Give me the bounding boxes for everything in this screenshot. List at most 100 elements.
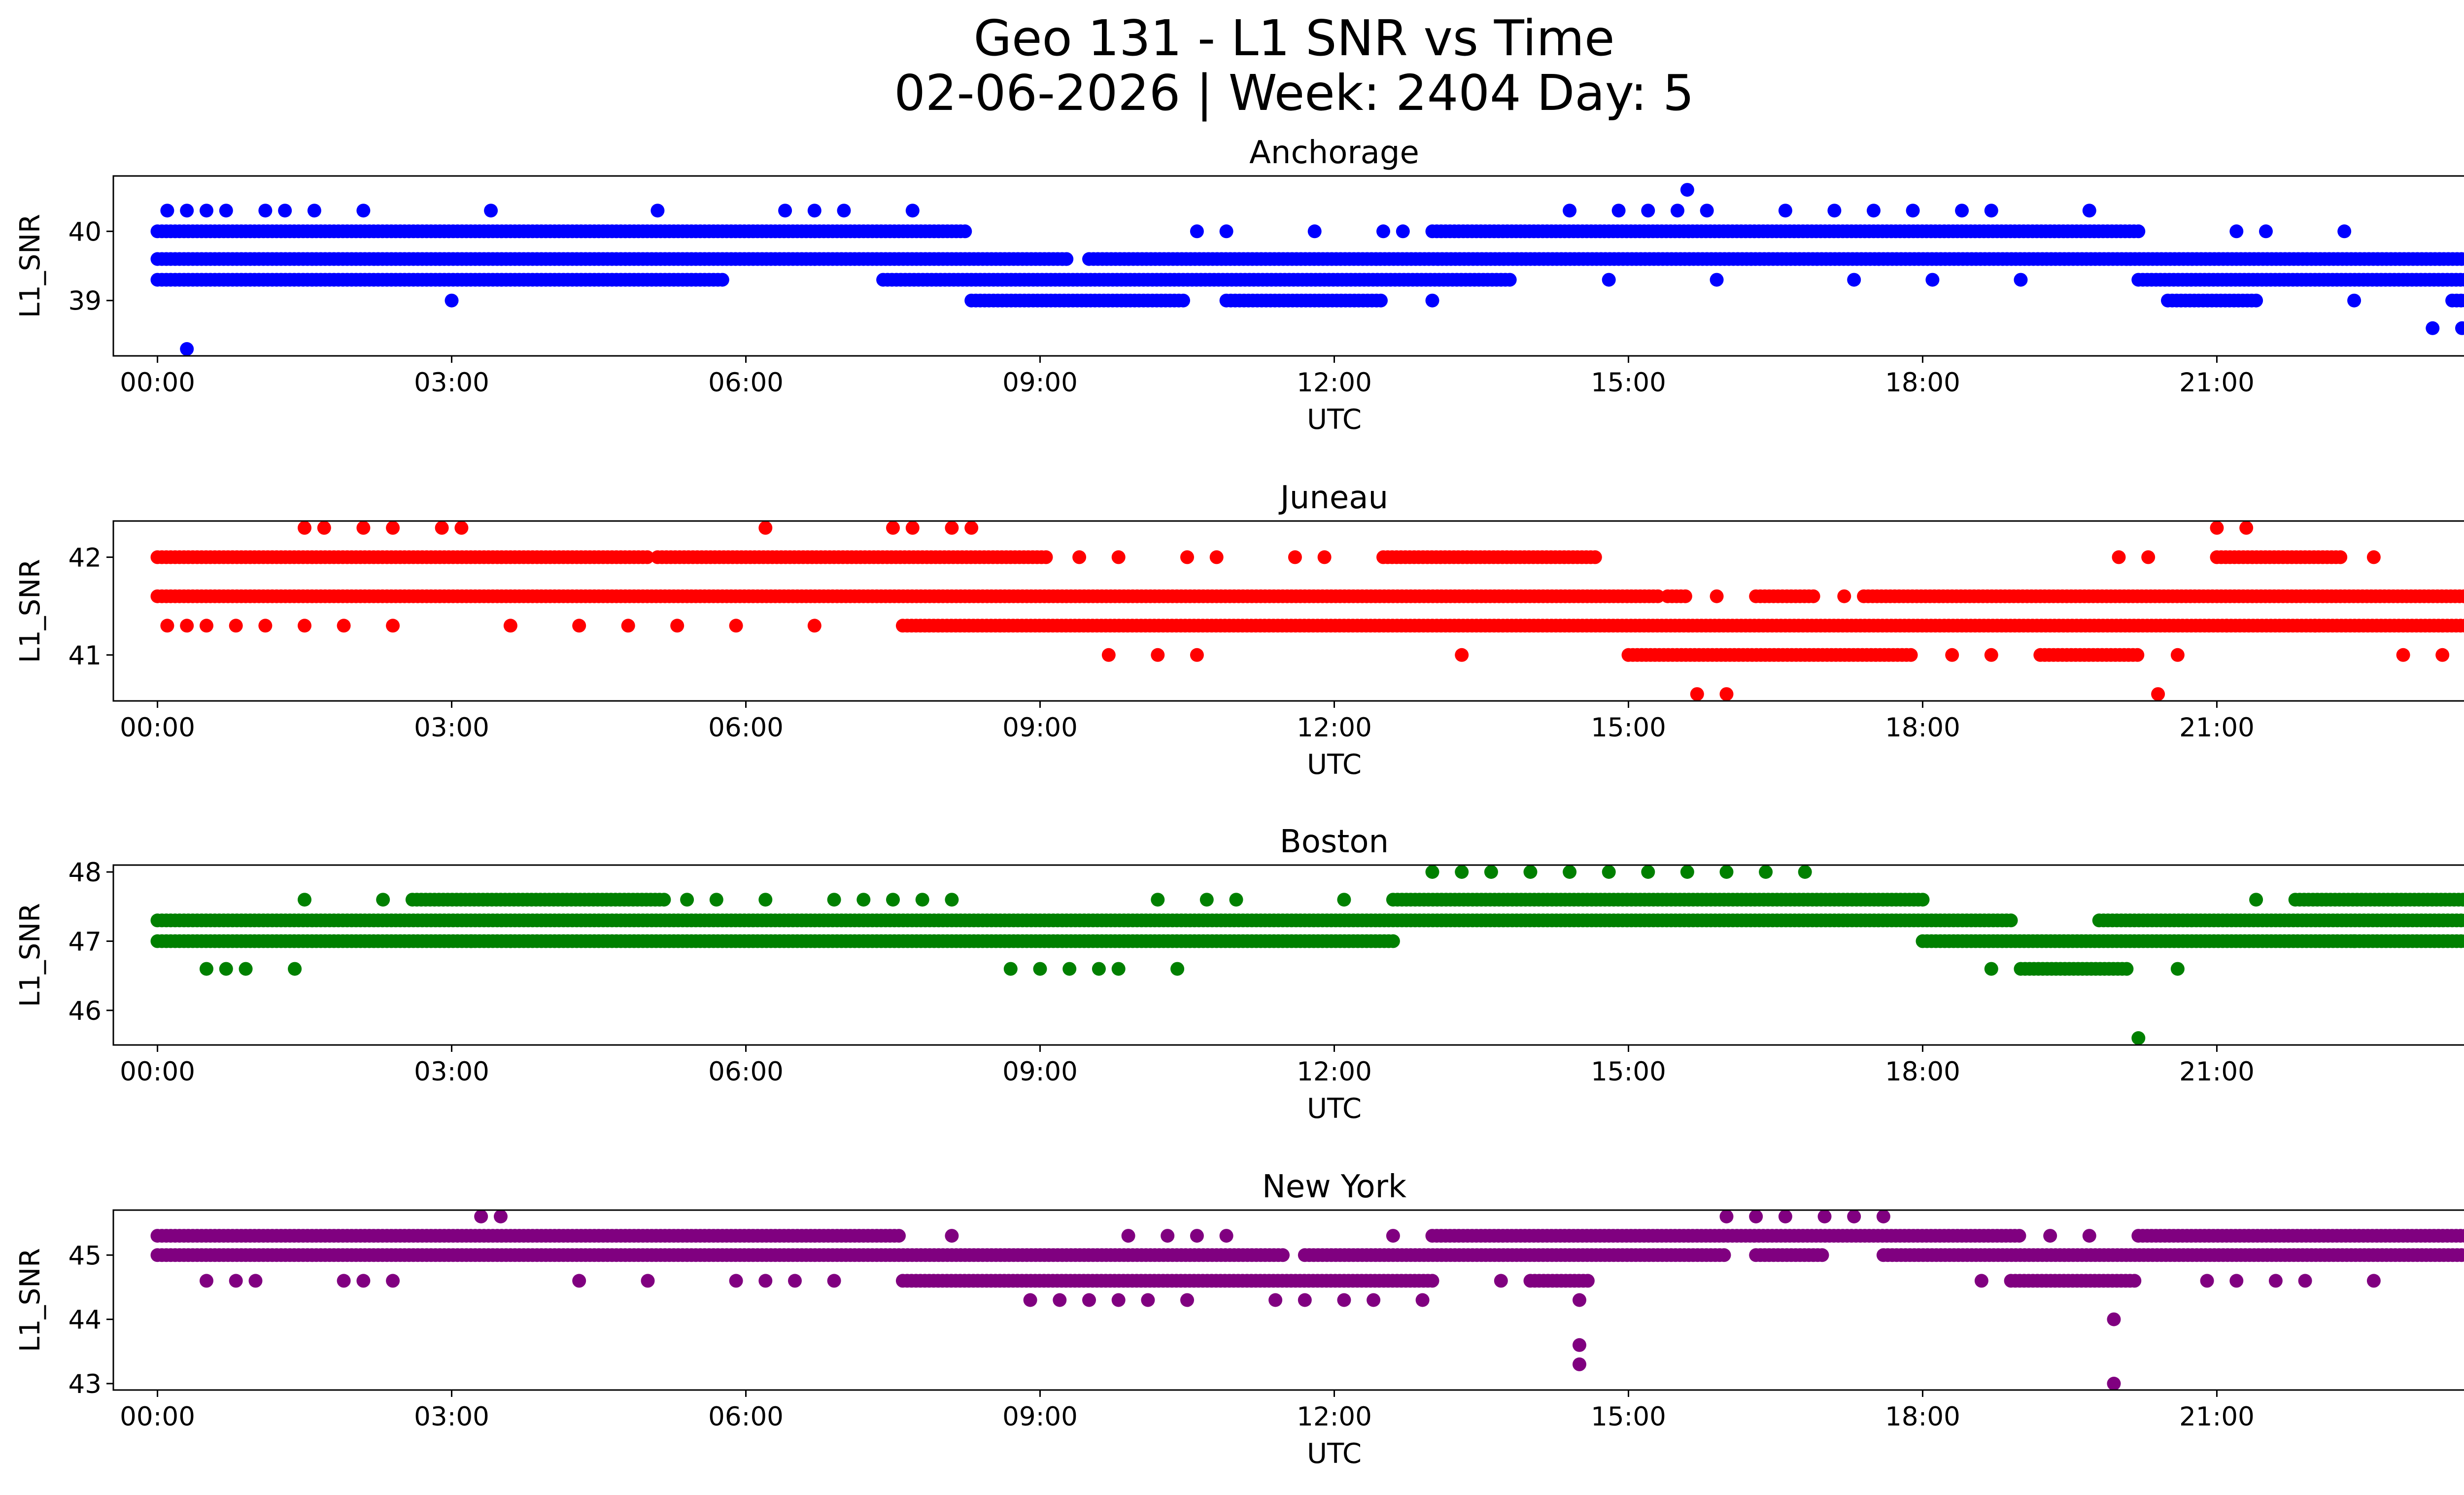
data-point — [1867, 204, 1881, 218]
data-point — [2457, 589, 2464, 603]
data-point — [2460, 894, 2464, 906]
x-tick-label: 21:00 — [2179, 1057, 2255, 1087]
data-point — [905, 204, 920, 218]
data-point — [2458, 913, 2464, 927]
x-tick-label: 12:00 — [1297, 1057, 1372, 1087]
data-point — [1092, 962, 1106, 976]
x-tick-label: 18:00 — [1885, 713, 1960, 743]
data-point — [435, 521, 449, 535]
data-point — [2141, 550, 2156, 564]
data-point — [2259, 224, 2273, 239]
y-tick-label: 41 — [68, 641, 102, 671]
data-point — [288, 962, 302, 976]
data-point — [837, 204, 851, 218]
data-point — [2151, 687, 2165, 701]
data-point — [2082, 204, 2096, 218]
data-point — [1847, 273, 1861, 287]
data-point — [1060, 252, 1074, 266]
data-point — [2012, 1229, 2026, 1243]
data-point — [572, 619, 586, 633]
data-point — [1176, 293, 1190, 308]
x-tick-label: 09:00 — [1002, 1057, 1078, 1087]
data-point — [2014, 273, 2028, 287]
data-point — [1170, 962, 1185, 976]
data-point — [1563, 865, 1577, 879]
x-tick-label: 06:00 — [708, 1057, 784, 1087]
subplot-grid: Anchorage 00:00 03:00 06:00 09:00 12:00 15:00 1… — [14, 135, 2464, 1470]
data-point — [307, 204, 321, 218]
data-point — [503, 934, 517, 948]
data-point — [2463, 916, 2464, 924]
data-point — [729, 619, 743, 633]
data-point — [1288, 550, 1302, 564]
data-point — [454, 521, 469, 535]
data-point — [2426, 321, 2440, 335]
x-tick-label: 09:00 — [1002, 713, 1078, 743]
data-point — [1906, 204, 1920, 218]
data-point — [1151, 648, 1165, 662]
data-point — [2459, 252, 2464, 266]
data-point — [1484, 865, 1498, 879]
data-point — [2458, 294, 2464, 308]
data-point — [2435, 648, 2450, 662]
data-point — [1925, 273, 1940, 287]
data-point — [1455, 865, 1469, 879]
data-point — [2210, 521, 2224, 535]
data-point — [1503, 273, 1517, 287]
data-point — [1984, 648, 1998, 662]
y-axis-label: L1_SNR — [14, 903, 46, 1007]
data-point — [1641, 204, 1655, 218]
data-point — [1039, 550, 1053, 564]
data-point — [2239, 521, 2254, 535]
data-point — [1062, 962, 1077, 976]
data-point — [180, 619, 194, 633]
x-tick-label: 00:00 — [120, 368, 195, 398]
data-point — [1376, 224, 1390, 239]
data-point — [621, 619, 635, 633]
data-point — [945, 521, 959, 535]
data-point — [464, 934, 479, 948]
data-point — [2458, 1229, 2464, 1243]
data-point — [1806, 589, 1820, 603]
data-point — [856, 893, 871, 907]
data-point — [2462, 275, 2464, 284]
data-point — [827, 893, 841, 907]
data-point — [1759, 865, 1773, 879]
data-point — [356, 204, 371, 218]
x-axis-label: UTC — [1307, 1093, 1362, 1125]
subplot-title: Anchorage — [1249, 135, 1419, 171]
data-point — [2229, 224, 2244, 239]
data-point — [2458, 619, 2464, 633]
data-point — [807, 204, 821, 218]
y-tick-label: 40 — [68, 217, 102, 247]
data-point — [2333, 550, 2348, 564]
data-point — [1317, 550, 1332, 564]
data-point — [1523, 865, 1538, 879]
y-axis-label: L1_SNR — [14, 214, 46, 318]
data-point — [298, 893, 311, 907]
subplot-title: New York — [1262, 1169, 1406, 1205]
x-axis-label: UTC — [1307, 749, 1362, 781]
y-tick-label: 47 — [68, 927, 102, 957]
data-point — [2004, 913, 2018, 928]
data-point — [2461, 591, 2464, 602]
data-point — [807, 619, 821, 633]
x-tick-label: 03:00 — [414, 713, 489, 743]
data-point — [1710, 273, 1724, 287]
series-juneau — [150, 521, 2464, 701]
x-tick-label: 18:00 — [1885, 368, 1960, 398]
data-point — [1719, 865, 1734, 879]
data-point — [2347, 293, 2361, 308]
data-point — [1837, 589, 1851, 603]
data-point — [376, 893, 390, 907]
data-point — [1798, 865, 1812, 879]
data-point — [160, 619, 174, 633]
x-tick-label: 12:00 — [1297, 713, 1372, 743]
data-point — [1209, 550, 1224, 564]
data-point — [2455, 321, 2464, 335]
data-point — [2249, 293, 2263, 308]
x-tick-label: 15:00 — [1591, 368, 1666, 398]
data-point — [298, 619, 311, 633]
